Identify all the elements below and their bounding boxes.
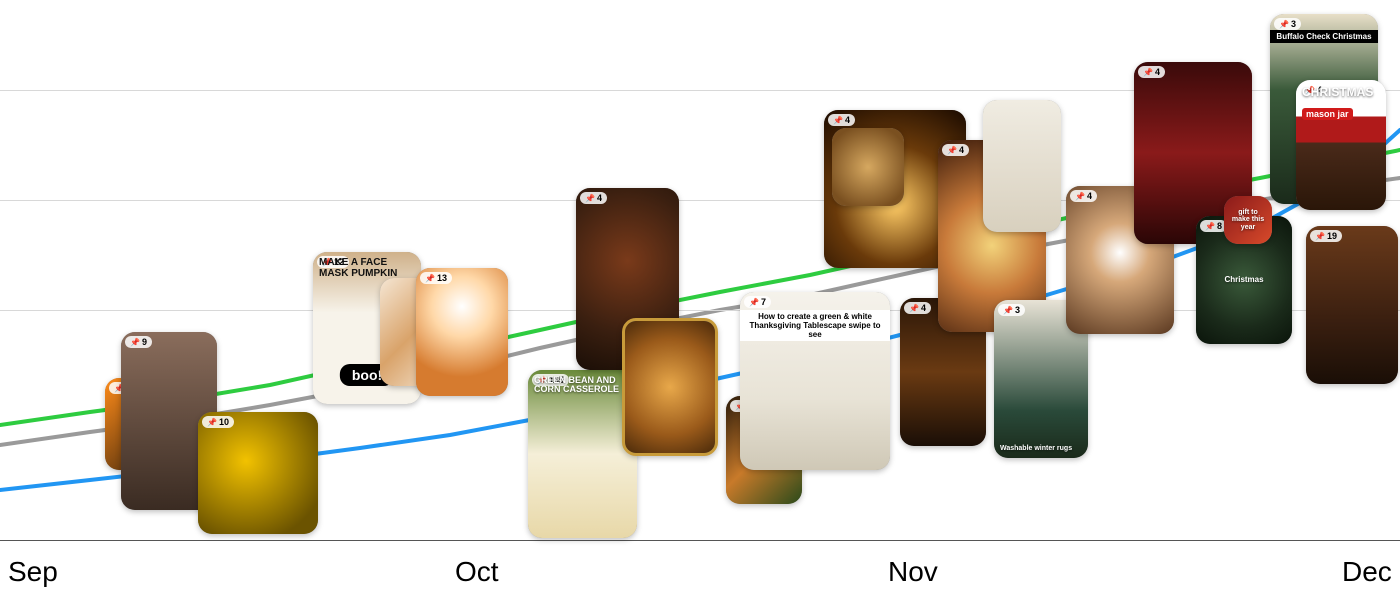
pin-count-badge: 3 bbox=[998, 304, 1025, 316]
pin-caption: gift to make this year bbox=[1230, 209, 1266, 231]
pin-card-white-tablescape[interactable]: 7 How to create a green & white Thanksgiv… bbox=[740, 292, 890, 470]
pin-caption: Christmas bbox=[1202, 276, 1286, 284]
pin-card-thanksgiving-board[interactable] bbox=[622, 318, 718, 456]
pin-count-badge: 10 bbox=[202, 416, 234, 428]
pin-caption: Washable winter rugs bbox=[1000, 445, 1082, 452]
pin-card-sunflower-skulls[interactable]: 10 bbox=[198, 412, 318, 534]
pin-count-badge: 3 bbox=[1274, 18, 1301, 30]
pin-count-badge: 19 bbox=[1310, 230, 1342, 242]
pin-thumbnail bbox=[983, 100, 1061, 232]
pin-card-gift-make[interactable]: gift to make this year bbox=[1224, 196, 1272, 244]
x-axis-label: Dec bbox=[1342, 556, 1392, 588]
pin-thumbnail bbox=[416, 268, 508, 396]
pin-card-green-bean-corn[interactable]: 165GREEN BEAN AND CORN CASSEROLE bbox=[528, 370, 637, 538]
pin-banner: Buffalo Check Christmas bbox=[1270, 30, 1378, 43]
pin-count-badge: 4 bbox=[1070, 190, 1097, 202]
pin-count-badge: 9 bbox=[125, 336, 152, 348]
pin-count-badge: 4 bbox=[1138, 66, 1165, 78]
pin-thumbnail bbox=[625, 321, 715, 453]
pin-card-candle-table[interactable] bbox=[983, 100, 1061, 232]
pin-card-autumn-balloons[interactable]: 13 bbox=[416, 268, 508, 396]
pin-thumbnail bbox=[832, 128, 904, 206]
pin-thumbnail bbox=[528, 370, 637, 538]
pin-caption: GREEN BEAN AND CORN CASSEROLE bbox=[534, 376, 631, 395]
pin-count-badge: 4 bbox=[942, 144, 969, 156]
pin-caption: MAKE A FACE MASK PUMPKIN bbox=[319, 258, 415, 279]
pin-caption: CHRISTMAS bbox=[1302, 86, 1380, 99]
x-axis-label: Oct bbox=[455, 556, 499, 588]
pin-count-badge: 4 bbox=[828, 114, 855, 126]
pin-thumbnail bbox=[1296, 80, 1386, 210]
gridline bbox=[0, 540, 1400, 541]
x-axis-label: Nov bbox=[888, 556, 938, 588]
chart-area: SepOctNovDec391012MAKE A FACE MASK PUMPK… bbox=[0, 0, 1400, 599]
gridline bbox=[0, 310, 1400, 311]
pin-count-badge: 4 bbox=[580, 192, 607, 204]
pin-count-badge: 4 bbox=[904, 302, 931, 314]
pin-card-cheese-ball[interactable] bbox=[832, 128, 904, 206]
x-axis-label: Sep bbox=[8, 556, 58, 588]
pin-count-badge: 13 bbox=[420, 272, 452, 284]
pin-count-badge: 7 bbox=[744, 296, 771, 308]
pin-count-badge: 8 bbox=[1200, 220, 1227, 232]
pin-subcaption: mason jar bbox=[1302, 108, 1353, 120]
pin-card-gingerbread-cocoa[interactable]: 19 bbox=[1306, 226, 1398, 384]
pin-thumbnail bbox=[198, 412, 318, 534]
pin-thumbnail bbox=[1306, 226, 1398, 384]
pin-banner: How to create a green & white Thanksgivi… bbox=[740, 310, 890, 341]
pin-card-christmas-mason-jar[interactable]: 4CHRISTMASmason jar bbox=[1296, 80, 1386, 210]
